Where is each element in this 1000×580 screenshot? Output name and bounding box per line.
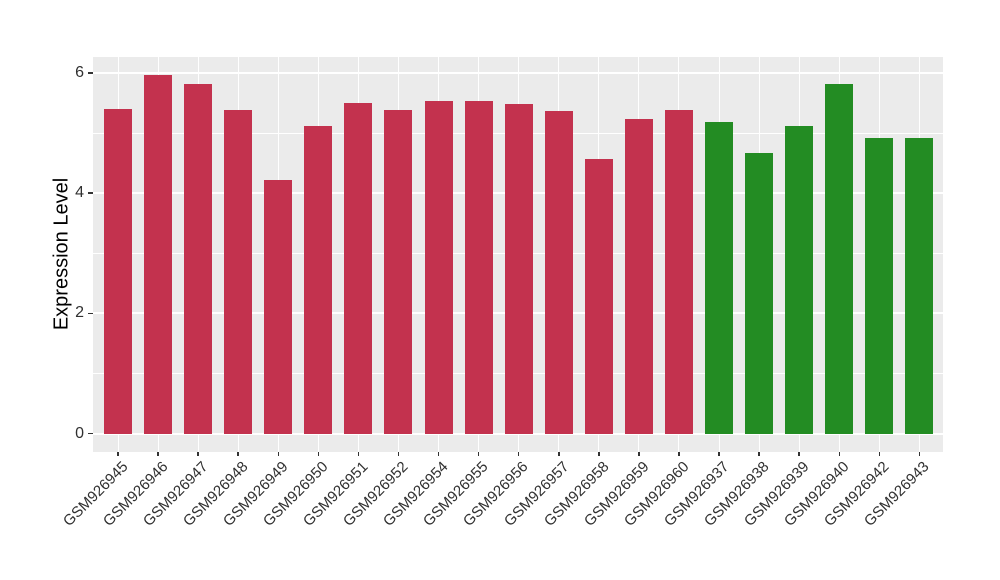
bar-GSM926940: [825, 84, 854, 434]
x-tick-mark: [678, 452, 680, 456]
y-tick-label: 4: [75, 184, 84, 202]
x-tick-mark: [357, 452, 360, 456]
y-tick-mark: [88, 192, 93, 194]
y-tick-label: 0: [75, 424, 84, 442]
y-tick-mark: [88, 72, 93, 74]
x-tick-mark: [638, 452, 640, 456]
bar-GSM926943: [905, 137, 934, 434]
y-tick-label: 2: [75, 304, 84, 322]
y-tick-label: 6: [75, 63, 84, 81]
bar-GSM926960: [664, 109, 693, 434]
y-axis-title: Expression Level: [50, 177, 73, 331]
x-tick-mark: [718, 452, 720, 456]
bar-GSM926952: [384, 110, 413, 434]
bar-GSM926946: [144, 75, 173, 434]
x-tick-mark: [237, 452, 239, 456]
plot-panel: [93, 57, 943, 452]
x-tick-mark: [558, 452, 560, 456]
x-tick-mark: [117, 452, 119, 456]
x-tick-mark: [758, 452, 760, 456]
x-tick-mark: [798, 452, 800, 456]
bar-GSM926942: [865, 137, 894, 434]
bar-GSM926938: [745, 152, 774, 434]
bar-GSM926954: [424, 100, 453, 434]
bar-GSM926950: [304, 126, 333, 434]
x-tick-mark: [517, 452, 520, 456]
bar-GSM926951: [344, 102, 373, 434]
x-tick-mark: [598, 452, 600, 456]
x-tick-mark: [317, 452, 320, 456]
major-gridline: [93, 71, 943, 74]
x-tick-mark: [277, 452, 280, 456]
bar-GSM926955: [464, 100, 493, 434]
bar-GSM926959: [624, 119, 653, 434]
y-tick-mark: [88, 312, 93, 315]
bar-GSM926948: [224, 110, 253, 434]
bar-GSM926947: [184, 83, 213, 434]
bar-GSM926937: [705, 122, 734, 434]
x-tick-mark: [918, 452, 921, 456]
bar-GSM926956: [504, 103, 533, 434]
x-tick-mark: [878, 452, 881, 456]
x-tick-mark: [397, 452, 400, 456]
bar-GSM926958: [584, 159, 613, 434]
x-tick-mark: [838, 452, 840, 456]
bar-GSM926957: [544, 110, 573, 434]
major-gridline: [93, 432, 943, 435]
x-tick-mark: [157, 452, 159, 456]
x-tick-mark: [437, 452, 440, 456]
y-tick-mark: [88, 432, 93, 435]
x-tick-mark: [477, 452, 480, 456]
bar-GSM926939: [785, 125, 814, 434]
x-tick-mark: [197, 452, 199, 456]
bar-GSM926949: [264, 180, 293, 434]
bar-GSM926945: [104, 108, 132, 434]
